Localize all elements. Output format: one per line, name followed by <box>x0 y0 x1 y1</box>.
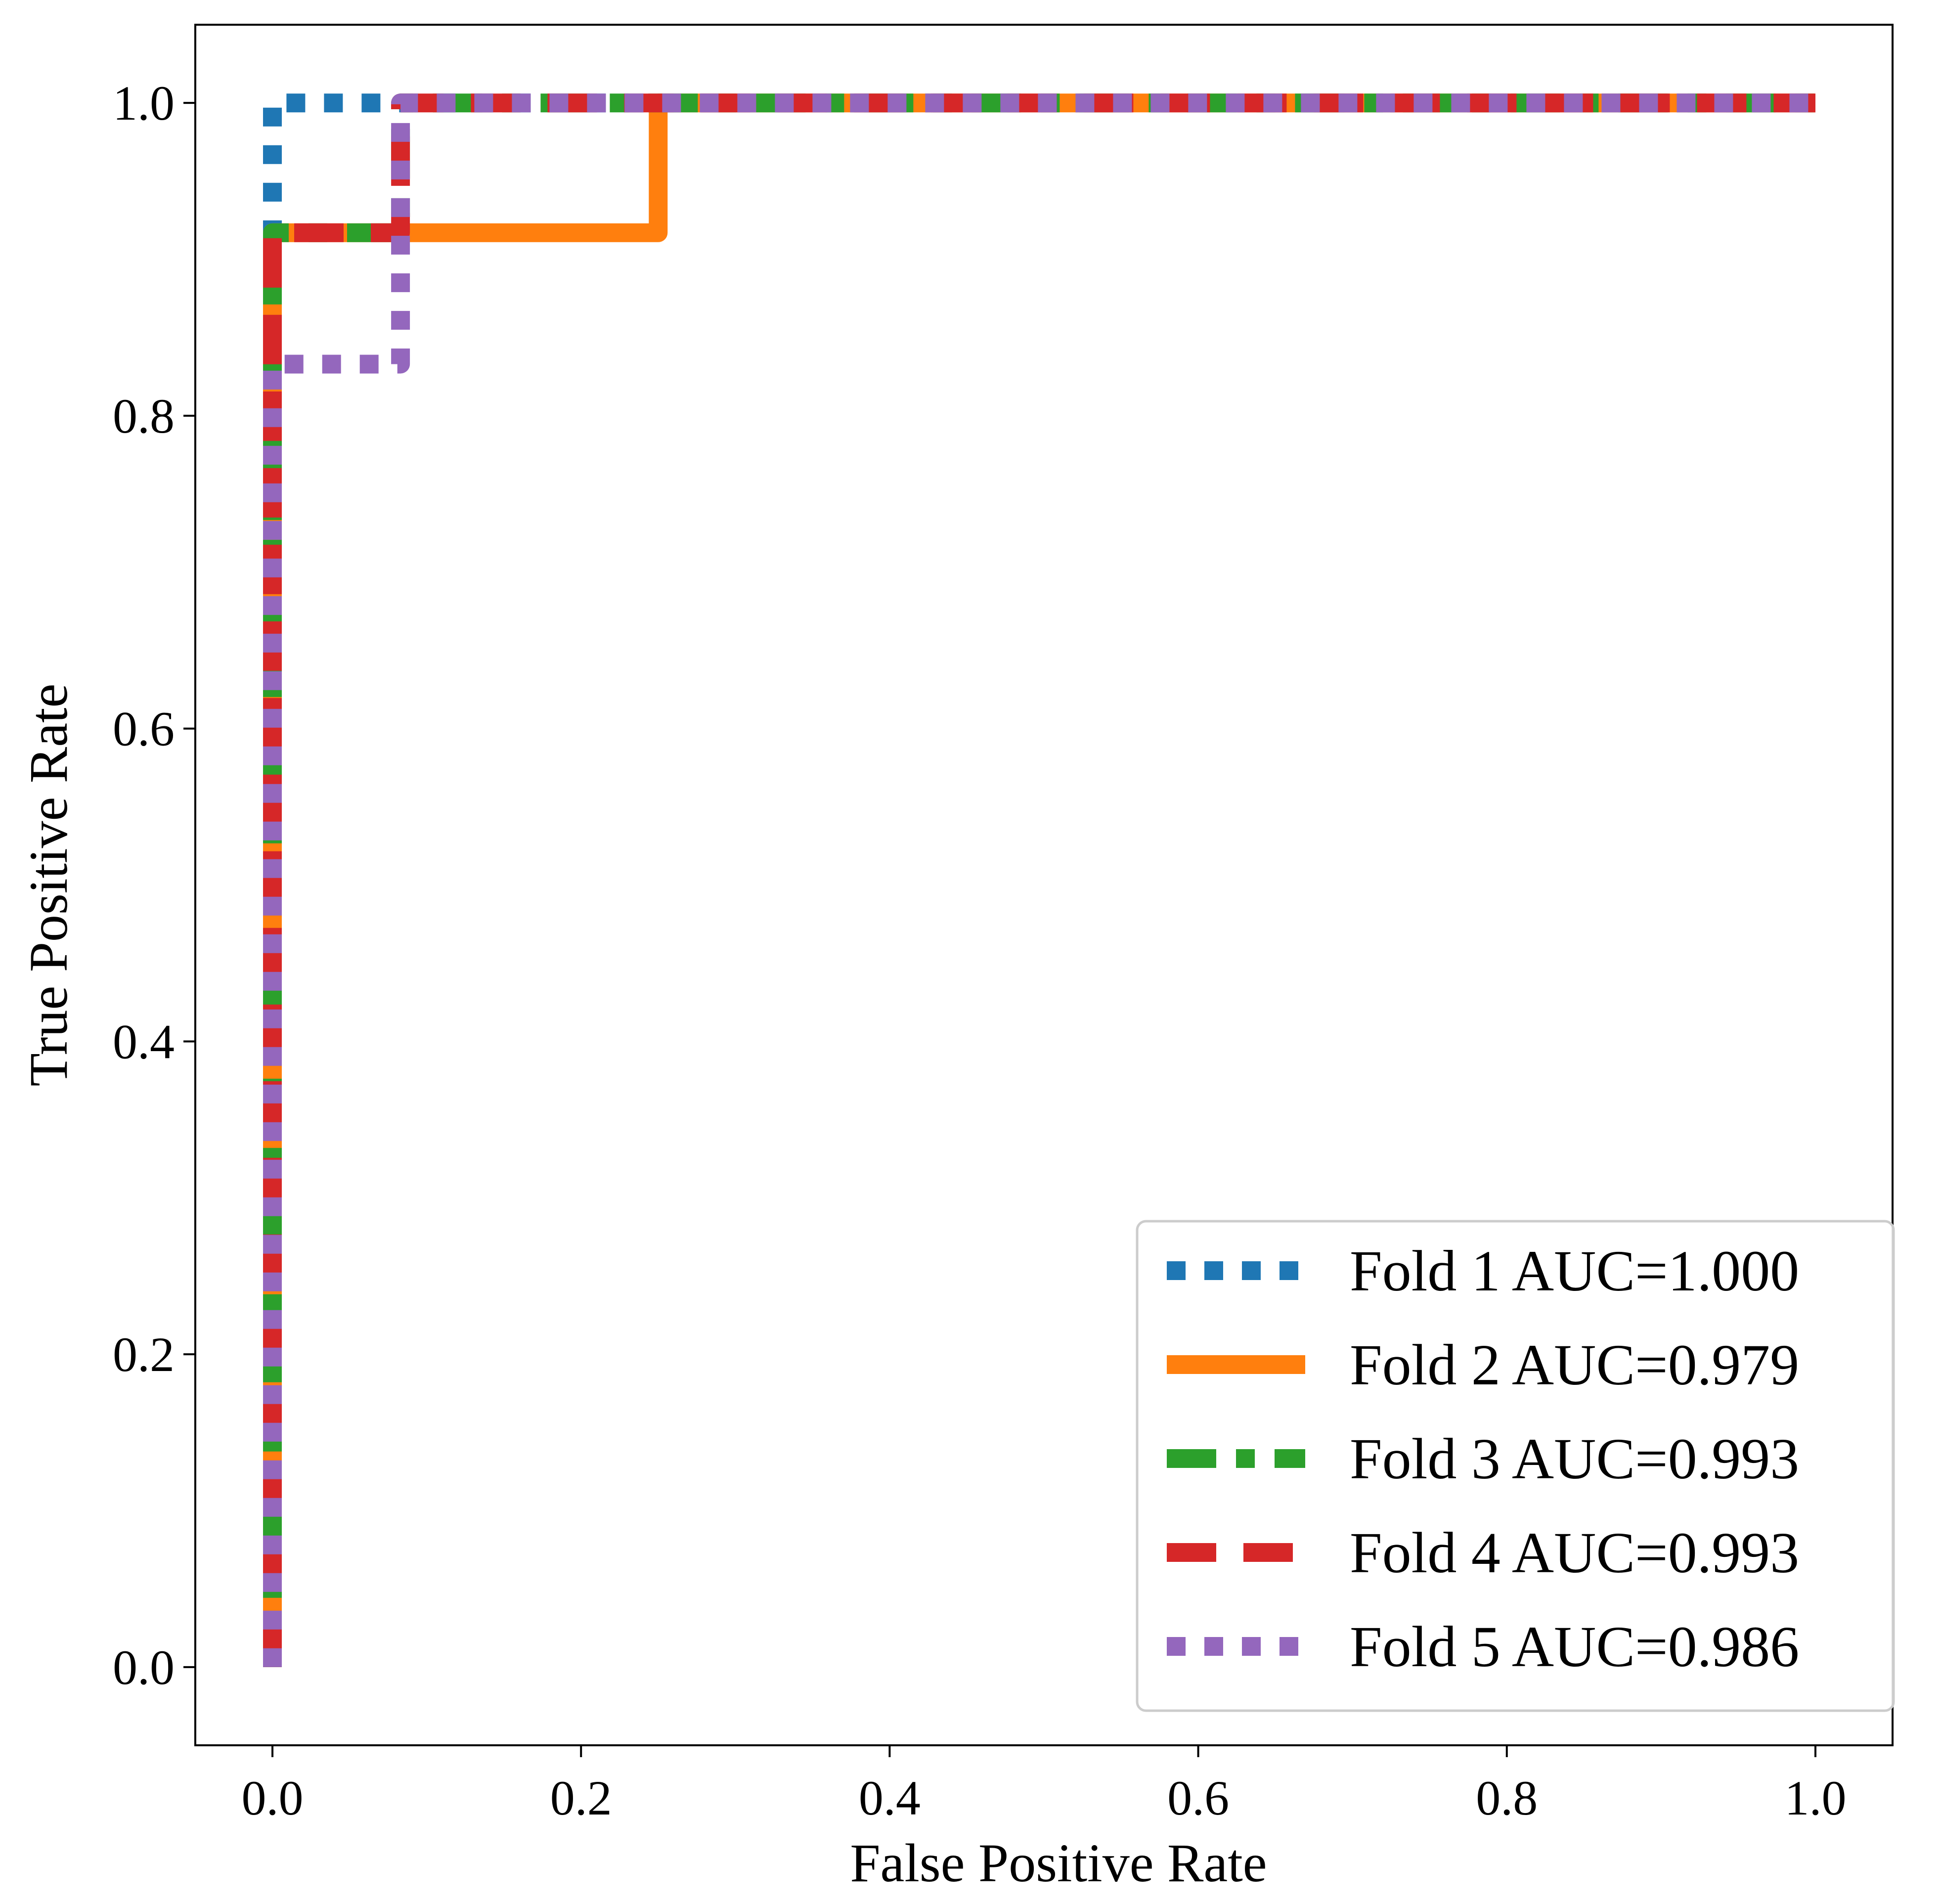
series-line-fold-5 <box>263 93 1815 1667</box>
y-tick-label: 0.6 <box>113 702 175 756</box>
legend-label-fold-1: Fold 1 AUC=1.000 <box>1350 1239 1799 1303</box>
x-tick-label: 0.4 <box>859 1771 921 1825</box>
legend-label-fold-2: Fold 2 AUC=0.979 <box>1350 1332 1799 1397</box>
legend-box <box>1136 1220 1895 1712</box>
x-axis-title: False Positive Rate <box>850 1833 1267 1893</box>
y-tick-label: 0.2 <box>113 1327 175 1382</box>
y-tick-label: 0.4 <box>113 1014 175 1069</box>
x-tick-label: 0.8 <box>1476 1771 1538 1825</box>
x-tick-label: 0.6 <box>1167 1771 1229 1825</box>
legend: Fold 1 AUC=1.000 Fold 2 AUC=0.979 Fold 3 A… <box>1136 1220 1895 1712</box>
y-tick-label: 0.8 <box>113 389 175 443</box>
x-tick-label: 0.0 <box>242 1771 304 1825</box>
ticks-layer: 0.0 0.2 0.4 0.6 0.8 1.0 0.0 0.2 0.4 0.6 0.8 1.0 <box>113 76 1846 1825</box>
legend-label-fold-5: Fold 5 AUC=0.986 <box>1350 1614 1799 1679</box>
plot-frame <box>194 24 1894 1746</box>
y-tick-label: 0.0 <box>113 1640 175 1695</box>
y-axis-title: True Positive Rate <box>18 684 79 1087</box>
x-tick-label: 0.2 <box>550 1771 612 1825</box>
legend-label-fold-4: Fold 4 AUC=0.993 <box>1350 1520 1799 1585</box>
series-layer <box>263 93 1815 1667</box>
legend-label-fold-3: Fold 3 AUC=0.993 <box>1350 1426 1799 1491</box>
x-tick-label: 1.0 <box>1784 1771 1846 1825</box>
y-tick-label: 1.0 <box>113 76 175 131</box>
